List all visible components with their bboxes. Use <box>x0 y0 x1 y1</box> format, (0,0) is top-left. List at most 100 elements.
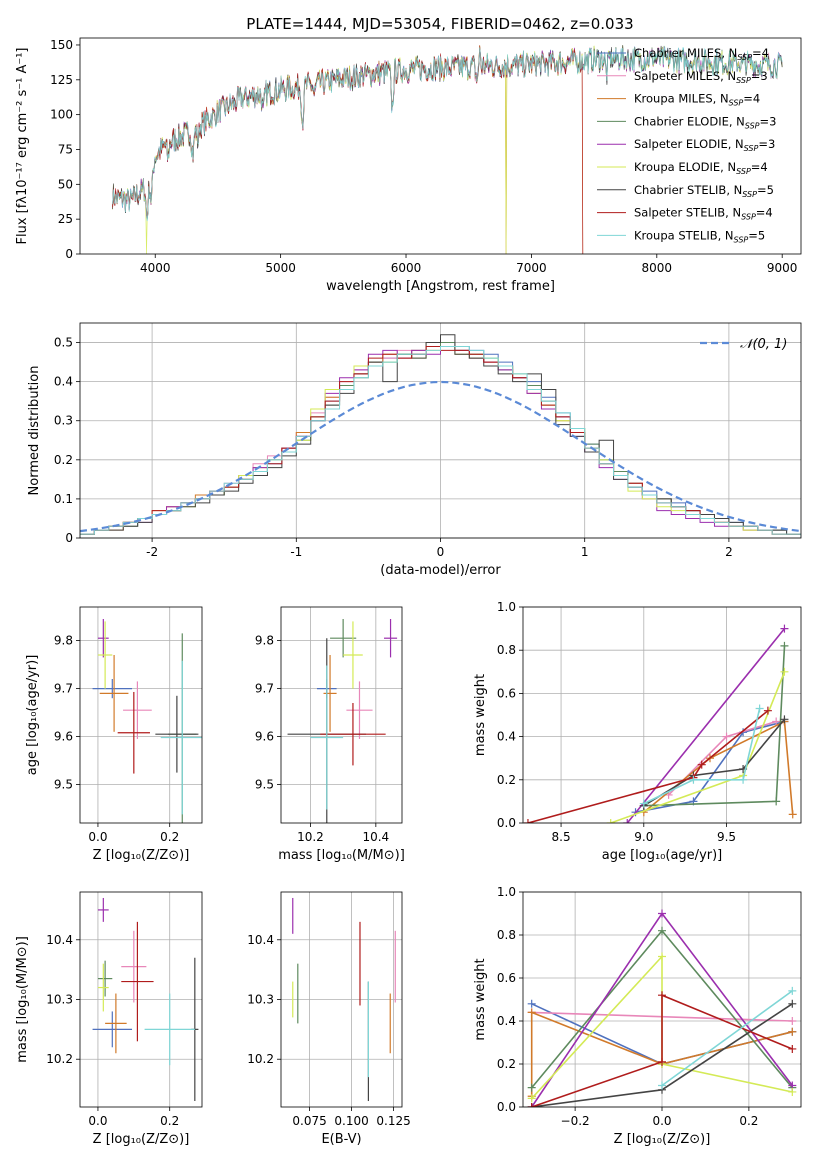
ebv_panel-points <box>292 897 396 1102</box>
mass_weight_vs_Z-ytick-label: 0.0 <box>497 1100 516 1114</box>
mass_weight_vs_age-ytick-label: 0.4 <box>497 730 516 744</box>
mass_weight_vs_Z-ylabel: mass weight <box>473 958 488 1040</box>
mass_weight_vs_Z-frame <box>522 891 802 1108</box>
ebv_panel-frame <box>280 891 403 1108</box>
mass_weight_vs_Z-ytick-label: 0.6 <box>497 971 516 985</box>
mass_weight_vs_age-ytick-label: 0.8 <box>497 643 516 657</box>
mass_weight_vs_age-xtick-label: 8.5 <box>552 830 571 844</box>
legend-label: Chabrier MILES, NSSP=4 <box>634 46 769 62</box>
legend-text: Chabrier ELODIE, N <box>634 114 745 128</box>
legend-count: =5 <box>757 183 774 197</box>
age_vs_Z-xlabel: Z [log₁₀(Z/Z⊙)] <box>93 848 190 863</box>
legend-label: Kroupa MILES, NSSP=4 <box>634 92 760 108</box>
residuals-xlabel: (data-model)/error <box>380 563 501 578</box>
spectrum-xlabel: wavelength [Angstrom, rest frame] <box>326 279 555 294</box>
mass_weight_vs_age-axes: 8.5 9.0 9.5 0.0 0.2 0.4 0.6 0.8 1.0 age [log₁₀(ag… <box>473 600 801 863</box>
spectrum-xtick-label: 8000 <box>642 261 673 275</box>
weight-marker <box>527 1103 536 1107</box>
weight-marker <box>689 775 698 784</box>
mass_weight_vs_Z-xtick-label: 0.0 <box>652 1114 671 1128</box>
legend-sub: SSP <box>736 167 751 176</box>
weight-line <box>527 710 769 823</box>
gaussian-legend-label: 𝒩(0, 1) <box>740 337 787 352</box>
weight-marker <box>527 1083 536 1092</box>
spectrum-xtick-label: 5000 <box>265 261 296 275</box>
weight-marker <box>772 717 781 726</box>
spectrum-ytick-label: 100 <box>50 108 73 122</box>
age_vs_Z-ytick-label: 9.6 <box>54 730 73 744</box>
age_vs_Z-points <box>92 619 202 823</box>
legend-count: =3 <box>758 137 775 151</box>
weight-line <box>530 1011 793 1097</box>
weight-marker <box>658 1081 666 1090</box>
spectrum-ytick-label: 75 <box>58 142 73 156</box>
legend-label: Kroupa STELIB, NSSP=5 <box>634 228 765 244</box>
age_vs_mass-ytick-label: 9.8 <box>255 634 274 648</box>
legend-sub: SSP <box>737 53 752 62</box>
spectrum-axes: 4000 5000 6000 7000 8000 9000 0 25 50 75 100 125 150… <box>15 38 797 294</box>
spectrum-xtick-label: 9000 <box>767 261 798 275</box>
legend-label: Chabrier STELIB, NSSP=5 <box>634 183 774 199</box>
mass_vs_Z-ytick-label: 10.3 <box>46 993 73 1007</box>
age_vs_mass-ytick-label: 9.6 <box>255 730 274 744</box>
residuals-ylabel: Normed distribution <box>27 366 42 496</box>
mass_vs_Z-xtick-label: 0.0 <box>88 1114 107 1128</box>
weight-marker <box>788 1017 797 1025</box>
weight-marker <box>527 999 536 1008</box>
weight-marker <box>722 732 731 741</box>
age_vs_Z-axes: 0.0 0.2 9.5 9.6 9.7 9.8 Z [log₁₀(Z/Z⊙)] age [lo… <box>25 607 202 863</box>
weight-line <box>531 994 793 1107</box>
residuals-ytick-label: 0.5 <box>54 336 73 350</box>
weight-line <box>635 720 785 813</box>
mass_weight_vs_age-ytick-label: 0.6 <box>497 686 516 700</box>
legend-count: =4 <box>751 160 768 174</box>
spectrum-ytick-label: 50 <box>58 177 73 191</box>
age_vs_Z-ytick-label: 9.8 <box>54 634 73 648</box>
ebv_panel-ytick-label: 10.4 <box>247 933 274 947</box>
age_vs_mass-frame <box>280 606 403 824</box>
weight-marker <box>772 797 781 806</box>
spectrum-xtick-label: 6000 <box>391 261 422 275</box>
residuals-xtick-label: 2 <box>725 545 733 559</box>
mass_weight_vs_age-ytick-label: 0.2 <box>497 773 516 787</box>
age_vs_mass-ytick-label: 9.5 <box>255 778 274 792</box>
mass_vs_Z-ylabel: mass [log₁₀(M/M⊙)] <box>15 936 30 1063</box>
legend-count: =4 <box>756 206 773 220</box>
weight-marker <box>780 667 789 676</box>
hist-series <box>80 345 801 538</box>
residuals-axes: -2 -1 0 1 2 0 0.1 0.2 0.3 0.4 0.5 (data-model)/erro… <box>27 323 801 578</box>
legend-sub: SSP <box>742 190 757 199</box>
mass_weight_vs_Z-xlabel: Z [log₁₀(Z/Z⊙)] <box>614 1132 711 1147</box>
weight-line <box>610 671 786 823</box>
weight-marker <box>606 819 615 823</box>
mass_weight_vs_age-lines <box>523 624 797 823</box>
legend-text: Salpeter MILES, N <box>634 69 736 83</box>
spectrum-xtick-label: 7000 <box>516 261 547 275</box>
ebv_panel-axes: 0.075 0.100 0.125 10.2 10.3 10.4 E(B-V) <box>247 892 411 1147</box>
mass_weight_vs_Z-ytick-label: 0.2 <box>497 1057 516 1071</box>
gaussian-curve <box>80 380 801 533</box>
mass_vs_Z-ytick-label: 10.2 <box>46 1052 73 1066</box>
weight-line <box>661 990 793 1087</box>
legend-label: Salpeter MILES, NSSP=3 <box>634 69 768 85</box>
weight-marker <box>788 999 797 1008</box>
age_vs_Z-frame <box>79 606 203 824</box>
residuals-xtick-label: -1 <box>290 545 302 559</box>
age_vs_mass-xtick-label: 10.2 <box>297 830 324 844</box>
mass_weight_vs_Z-xtick-label: −0.2 <box>561 1114 590 1128</box>
spectrum-line <box>112 46 783 222</box>
mass_weight_vs_Z-ytick-label: 1.0 <box>497 885 516 899</box>
weight-marker <box>527 1094 536 1103</box>
weight-marker <box>755 704 764 713</box>
legend-count: =3 <box>751 69 768 83</box>
spectrum-ytick-label: 125 <box>50 73 73 87</box>
mass_weight_vs_Z-xtick-label: 0.2 <box>739 1114 758 1128</box>
residuals-ytick-label: 0.1 <box>54 492 73 506</box>
mass_weight_vs_age-xlabel: age [log₁₀(age/yr)] <box>602 848 723 863</box>
legend-count: =4 <box>743 92 760 106</box>
figure-title: PLATE=1444, MJD=53054, FIBERID=0462, z=0… <box>246 15 633 33</box>
weight-marker <box>623 819 632 823</box>
legend-sub: SSP <box>745 121 760 130</box>
age_vs_mass-axes: 10.2 10.4 9.5 9.6 9.7 9.8 mass [log₁₀(M/M⊙)] <box>255 607 405 863</box>
mass_vs_Z-xlabel: Z [log₁₀(Z/Z⊙)] <box>93 1132 190 1147</box>
